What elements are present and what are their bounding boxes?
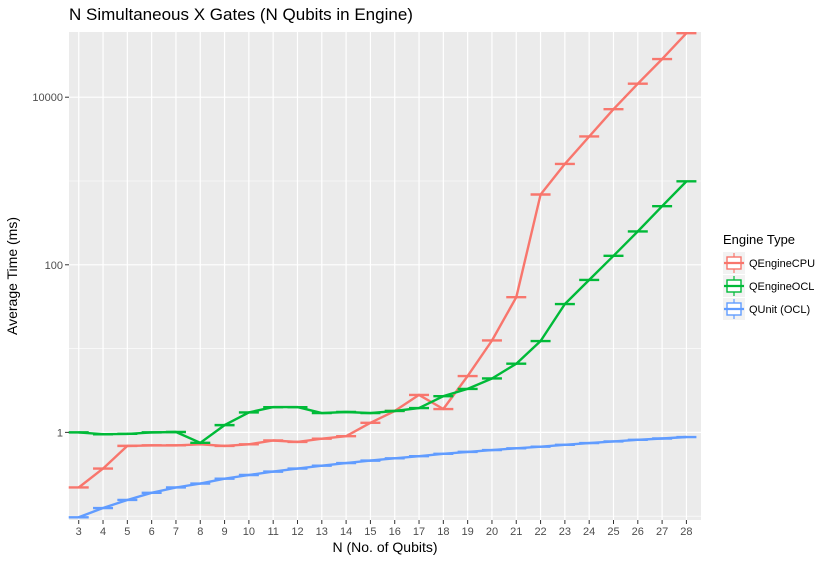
legend-item-qenginecpu: QEngineCPU xyxy=(723,252,815,274)
legend-item-qunit-ocl: QUnit (OCL) xyxy=(723,298,810,320)
y-tick-label: 10000 xyxy=(32,92,63,104)
x-tick-label: 18 xyxy=(437,526,449,538)
x-tick-label: 22 xyxy=(534,526,546,538)
y-tick-label: 100 xyxy=(45,260,63,272)
legend-items: QEngineCPU QEngineOCL QUnit (OCL) xyxy=(723,252,815,320)
x-tick-label: 6 xyxy=(149,526,155,538)
legend-title: Engine Type xyxy=(723,232,795,247)
x-tick-label: 14 xyxy=(340,526,352,538)
x-tick-label: 24 xyxy=(583,526,595,538)
series-qengineocl xyxy=(68,180,697,445)
x-tick-label: 15 xyxy=(364,526,376,538)
plot-panel xyxy=(69,32,701,520)
x-tick-label: 13 xyxy=(316,526,328,538)
legend-label-qenginecpu: QEngineCPU xyxy=(749,258,815,270)
y-axis: 1 100 10000 xyxy=(32,92,69,439)
x-tick-label: 7 xyxy=(173,526,179,538)
x-tick-label: 17 xyxy=(413,526,425,538)
x-tick-label: 21 xyxy=(510,526,522,538)
y-tick-label: 1 xyxy=(57,427,63,439)
x-tick-label: 25 xyxy=(607,526,619,538)
series-layer xyxy=(68,32,697,519)
x-tick-label: 4 xyxy=(100,526,106,538)
x-tick-label: 10 xyxy=(243,526,255,538)
x-tick-label: 11 xyxy=(267,526,278,538)
x-tick-label: 16 xyxy=(389,526,401,538)
legend-item-qengineocl: QEngineOCL xyxy=(723,275,814,297)
x-tick-label: 26 xyxy=(632,526,644,538)
grid-major xyxy=(69,32,701,520)
legend-label-qunit-ocl: QUnit (OCL) xyxy=(749,304,810,316)
x-tick-label: 23 xyxy=(559,526,571,538)
x-tick-label: 19 xyxy=(462,526,474,538)
legend: Engine Type QEngineCPU QEngineOCL QUnit (O… xyxy=(723,232,815,320)
series-qunit-ocl xyxy=(68,435,697,519)
series-line-qengineocl xyxy=(78,180,688,444)
legend-label-qengineocl: QEngineOCL xyxy=(749,281,814,293)
x-tick-label: 20 xyxy=(486,526,498,538)
chart-title: N Simultaneous X Gates (N Qubits in Engi… xyxy=(69,5,413,24)
x-tick-label: 8 xyxy=(197,526,203,538)
x-tick-label: 27 xyxy=(656,526,668,538)
x-tick-label: 3 xyxy=(76,526,82,538)
grid-minor xyxy=(69,180,701,517)
x-tick-label: 28 xyxy=(680,526,692,538)
x-tick-label: 9 xyxy=(222,526,228,538)
x-tick-label: 12 xyxy=(291,526,303,538)
x-tick-label: 5 xyxy=(124,526,130,538)
y-axis-title: Average Time (ms) xyxy=(4,217,20,335)
x-axis: 3 4 5 6 7 8 9 10 11 12 13 14 15 16 17 18 19 20 21 22 23 24 25 2… xyxy=(76,520,693,538)
x-axis-title: N (No. of Qubits) xyxy=(332,539,437,555)
